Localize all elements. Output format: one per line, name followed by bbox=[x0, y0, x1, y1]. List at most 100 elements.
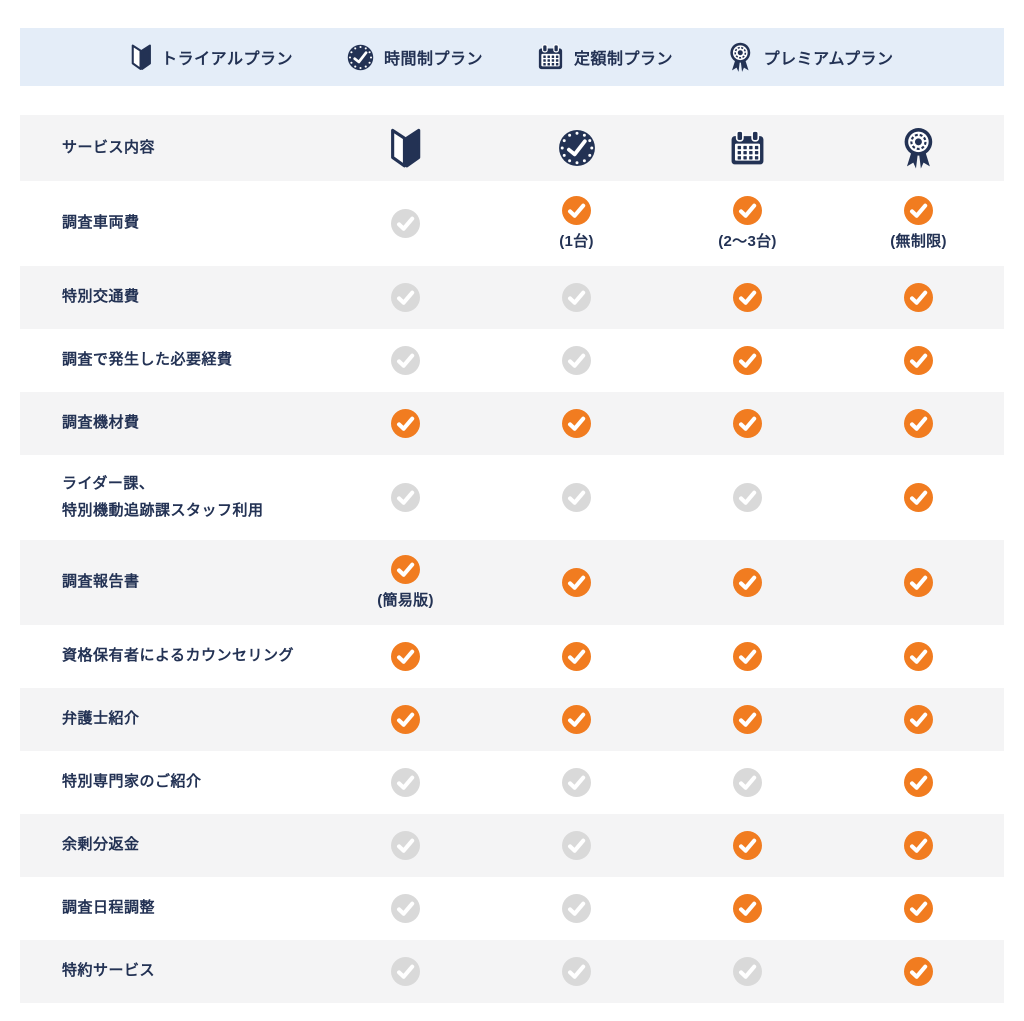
table-row: 調査車両費 (1台) (2〜3台) (無制限) bbox=[20, 181, 1004, 266]
clock-icon bbox=[347, 44, 374, 71]
check-note: (無制限) bbox=[890, 233, 947, 250]
clock-icon bbox=[558, 129, 596, 167]
check-circle-orange-icon bbox=[904, 483, 933, 512]
check-circle-orange-icon bbox=[733, 642, 762, 671]
check-cell-not-included bbox=[320, 948, 491, 995]
check-circle-gray-icon bbox=[391, 957, 420, 986]
check-cell-included bbox=[833, 633, 1004, 680]
table-row: 特別交通費 bbox=[20, 266, 1004, 329]
check-cell-included bbox=[662, 559, 833, 606]
check-circle-orange-icon bbox=[733, 196, 762, 225]
table-row: ライダー課、 特別機動追跡課スタッフ利用 bbox=[20, 455, 1004, 540]
row-label: 調査日程調整 bbox=[62, 899, 156, 917]
check-cell-included bbox=[833, 948, 1004, 995]
check-cell-included bbox=[662, 696, 833, 743]
check-circle-gray-icon bbox=[391, 209, 420, 238]
check-circle-gray-icon bbox=[391, 346, 420, 375]
plan-column-icon-cell bbox=[491, 129, 662, 167]
table-row: 余剰分返金 bbox=[20, 814, 1004, 877]
check-circle-orange-icon bbox=[562, 568, 591, 597]
check-cell-not-included bbox=[491, 759, 662, 806]
plan-column-icon-cell bbox=[662, 129, 833, 167]
service-column-header: サービス内容 bbox=[62, 138, 156, 156]
check-circle-orange-icon bbox=[904, 346, 933, 375]
check-cell-not-included bbox=[662, 759, 833, 806]
check-cell-included bbox=[662, 274, 833, 321]
check-circle-gray-icon bbox=[391, 768, 420, 797]
check-cell-included: (簡易版) bbox=[320, 546, 491, 619]
check-circle-gray-icon bbox=[562, 768, 591, 797]
check-cell-included bbox=[320, 633, 491, 680]
check-circle-gray-icon bbox=[733, 483, 762, 512]
plan-column-icon-cell bbox=[320, 128, 491, 169]
plan-header-item: プレミアムプラン bbox=[727, 42, 893, 73]
table-row: 特別専門家のご紹介 bbox=[20, 751, 1004, 814]
check-circle-orange-icon bbox=[904, 705, 933, 734]
check-cell-not-included bbox=[491, 474, 662, 521]
check-circle-gray-icon bbox=[733, 768, 762, 797]
check-circle-orange-icon bbox=[562, 409, 591, 438]
row-label: 特約サービス bbox=[62, 962, 156, 980]
service-header-row: サービス内容 bbox=[20, 115, 1004, 181]
check-circle-orange-icon bbox=[733, 705, 762, 734]
plan-label: 時間制プラン bbox=[383, 51, 483, 68]
check-cell-included bbox=[833, 885, 1004, 932]
medal-icon bbox=[727, 42, 754, 73]
check-circle-orange-icon bbox=[391, 409, 420, 438]
check-circle-orange-icon bbox=[904, 957, 933, 986]
check-circle-orange-icon bbox=[904, 196, 933, 225]
table-row: 調査で発生した必要経費 bbox=[20, 329, 1004, 392]
check-circle-orange-icon bbox=[733, 409, 762, 438]
comparison-table: サービス内容 調査車両費 (1台) (2〜3台) bbox=[20, 115, 1004, 1003]
check-circle-orange-icon bbox=[733, 568, 762, 597]
plan-label: トライアルプラン bbox=[161, 51, 293, 68]
check-circle-orange-icon bbox=[904, 283, 933, 312]
check-circle-orange-icon bbox=[904, 768, 933, 797]
table-row: 調査報告書 (簡易版) bbox=[20, 540, 1004, 625]
check-cell-included: (2〜3台) bbox=[662, 187, 833, 260]
row-label: 調査報告書 bbox=[62, 573, 140, 591]
check-cell-not-included bbox=[320, 759, 491, 806]
check-note: (簡易版) bbox=[377, 592, 434, 609]
check-cell-not-included bbox=[320, 822, 491, 869]
check-circle-gray-icon bbox=[562, 894, 591, 923]
check-cell-included bbox=[833, 474, 1004, 521]
check-cell-included bbox=[662, 885, 833, 932]
row-label: ライダー課、 特別機動追跡課スタッフ利用 bbox=[62, 475, 264, 519]
beginner-mark-icon bbox=[131, 44, 152, 71]
check-cell-not-included bbox=[662, 474, 833, 521]
check-cell-included bbox=[833, 559, 1004, 606]
plan-header-item: 時間制プラン bbox=[347, 44, 483, 71]
check-cell-included bbox=[491, 400, 662, 447]
table-rows: 調査車両費 (1台) (2〜3台) (無制限) 特別交通費 調査で発生した必要経費… bbox=[20, 181, 1004, 1003]
check-circle-gray-icon bbox=[391, 894, 420, 923]
plan-header-item: 定額制プラン bbox=[537, 43, 673, 71]
plan-column-icon-cell bbox=[833, 127, 1004, 170]
check-circle-orange-icon bbox=[904, 831, 933, 860]
check-cell-included bbox=[491, 696, 662, 743]
row-label: 特別専門家のご紹介 bbox=[62, 773, 202, 791]
check-cell-included bbox=[491, 633, 662, 680]
check-circle-orange-icon bbox=[391, 555, 420, 584]
check-cell-included bbox=[833, 400, 1004, 447]
calendar-icon bbox=[729, 129, 766, 167]
check-circle-gray-icon bbox=[733, 957, 762, 986]
check-cell-included bbox=[833, 759, 1004, 806]
check-circle-gray-icon bbox=[391, 483, 420, 512]
plan-header: トライアルプラン 時間制プラン 定額制プラン プレミアムプラン bbox=[20, 28, 1004, 86]
check-cell-included: (無制限) bbox=[833, 187, 1004, 260]
check-cell-not-included bbox=[320, 274, 491, 321]
check-cell-included bbox=[833, 696, 1004, 743]
check-circle-gray-icon bbox=[562, 957, 591, 986]
check-cell-included bbox=[833, 822, 1004, 869]
medal-icon bbox=[900, 127, 937, 170]
check-cell-included bbox=[320, 400, 491, 447]
check-circle-gray-icon bbox=[562, 831, 591, 860]
check-cell-included bbox=[662, 337, 833, 384]
check-cell-included bbox=[320, 696, 491, 743]
check-circle-orange-icon bbox=[733, 894, 762, 923]
table-row: 調査機材費 bbox=[20, 392, 1004, 455]
check-circle-orange-icon bbox=[733, 283, 762, 312]
check-circle-orange-icon bbox=[562, 196, 591, 225]
